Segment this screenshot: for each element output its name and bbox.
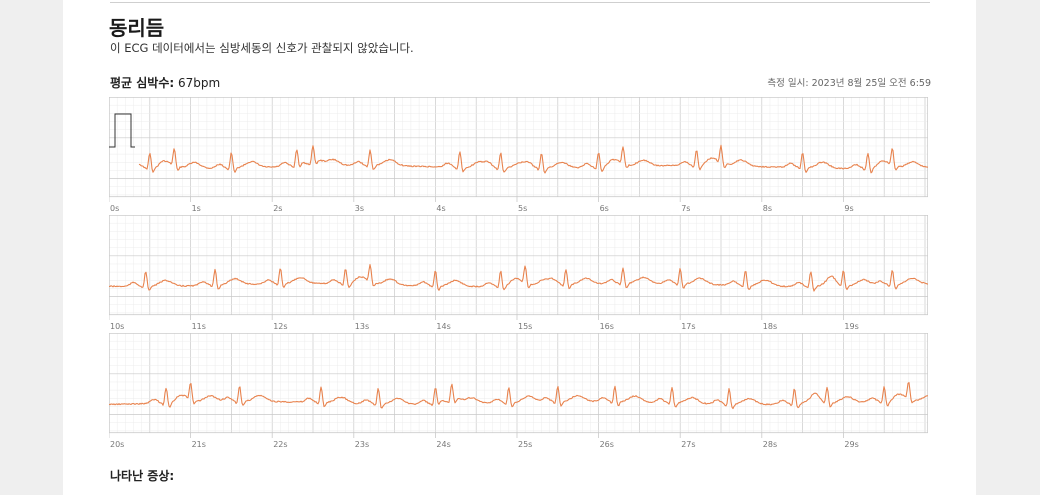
top-divider (110, 2, 930, 3)
time-tick-label: 1s (192, 204, 201, 213)
ecg-strip-3-chart: 20s 21s 22s 23s 24s 25s 26s 27s 28s 29s (109, 333, 928, 449)
time-tick-label: 24s (436, 440, 450, 449)
time-tick-label: 23s (355, 440, 369, 449)
time-tick-label: 5s (518, 204, 527, 213)
average-heart-rate-value: 67bpm (178, 76, 221, 90)
ecg-grid (109, 333, 928, 434)
ecg-report-page: 동리듬 이 ECG 데이터에서는 심방세동의 신호가 관찰되지 않았습니다. 평… (63, 0, 976, 495)
calibration-pulse (109, 113, 135, 148)
time-tick-label: 10s (110, 322, 124, 331)
time-tick-label: 8s (763, 204, 772, 213)
ecg-strip-2-chart: 10s 11s 12s 13s 14s 15s 16s 17s 18s 19s (109, 215, 928, 331)
ecg-trace (109, 264, 928, 292)
time-tick-label: 17s (681, 322, 695, 331)
ecg-strip-2: 10s 11s 12s 13s 14s 15s 16s 17s 18s 19s (109, 215, 928, 333)
time-tick-label: 2s (273, 204, 282, 213)
ecg-strip-3: 20s 21s 22s 23s 24s 25s 26s 27s 28s 29s (109, 333, 928, 451)
time-tick-label: 22s (273, 440, 287, 449)
ecg-grid (109, 215, 928, 316)
ecg-trace (109, 382, 928, 410)
time-tick-label: 28s (763, 440, 777, 449)
time-tick-label: 20s (110, 440, 124, 449)
time-tick-label: 16s (600, 322, 614, 331)
time-tick-label: 29s (844, 440, 858, 449)
time-tick-label: 9s (844, 204, 853, 213)
time-tick-label: 15s (518, 322, 532, 331)
time-tick-label: 21s (192, 440, 206, 449)
time-tick-label: 19s (844, 322, 858, 331)
time-tick-label: 14s (436, 322, 450, 331)
time-tick-label: 0s (110, 204, 119, 213)
time-tick-label: 11s (192, 322, 206, 331)
time-tick-label: 18s (763, 322, 777, 331)
time-tick-label: 4s (436, 204, 445, 213)
average-heart-rate: 평균 심박수: 67bpm (110, 74, 220, 91)
time-tick-label: 27s (681, 440, 695, 449)
time-tick-label: 26s (600, 440, 614, 449)
ecg-grid (109, 97, 928, 198)
ecg-strip-1-chart: 0s 1s 2s 3s 4s 5s 6s 7s 8s 9s (109, 97, 928, 213)
time-tick-label: 25s (518, 440, 532, 449)
average-heart-rate-label: 평균 심박수: (110, 76, 175, 90)
time-tick-label: 12s (273, 322, 287, 331)
rhythm-title: 동리듬 (109, 16, 165, 40)
ecg-strip-1: 0s 1s 2s 3s 4s 5s 6s 7s 8s 9s (109, 97, 928, 215)
time-tick-label: 13s (355, 322, 369, 331)
time-tick-label: 7s (681, 204, 690, 213)
symptoms-label: 나타난 증상: (110, 469, 175, 483)
rhythm-description: 이 ECG 데이터에서는 심방세동의 신호가 관찰되지 않았습니다. (110, 41, 414, 55)
measurement-datetime: 측정 일시: 2023년 8월 25일 오전 6:59 (767, 78, 931, 89)
time-tick-label: 3s (355, 204, 364, 213)
ecg-trace (138, 144, 928, 174)
time-tick-label: 6s (600, 204, 609, 213)
